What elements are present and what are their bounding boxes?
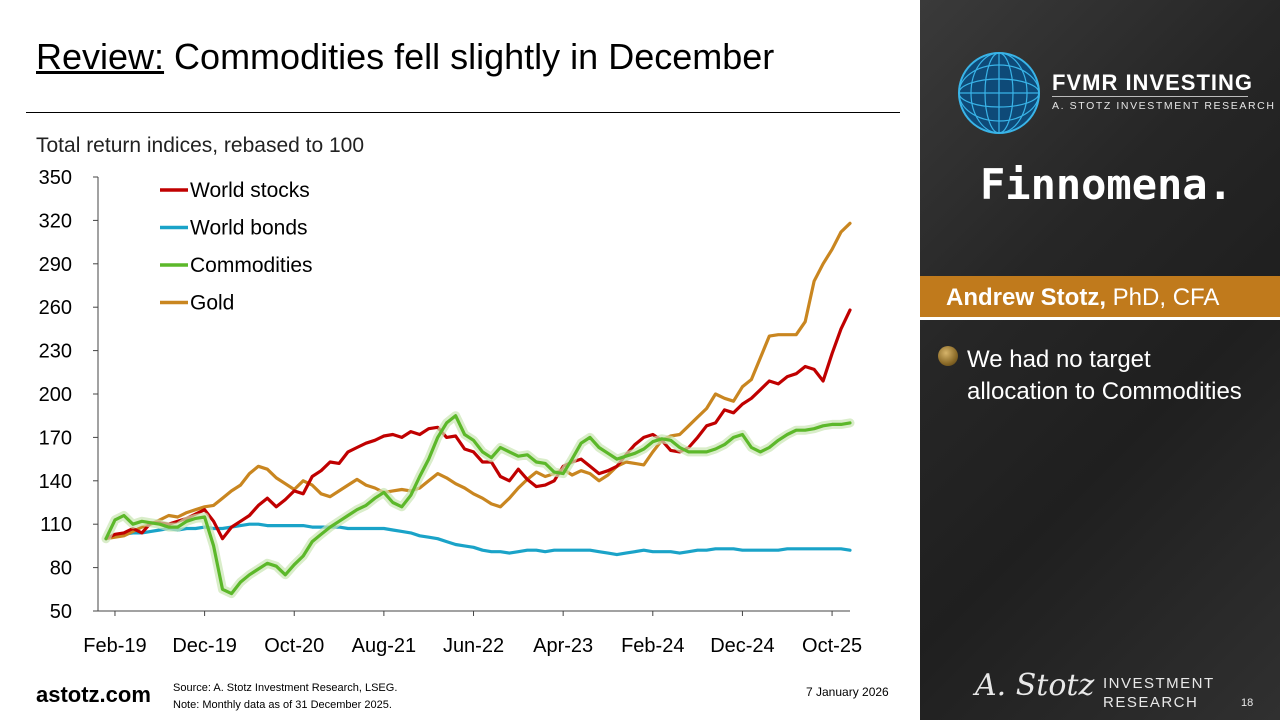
x-tick-label: Apr-23	[533, 635, 593, 657]
page-number: 18	[1241, 697, 1254, 709]
title-prefix: Review:	[36, 36, 165, 77]
y-tick-label: 200	[39, 384, 72, 406]
line-chart: Total return indices, rebased to 100 50 8…	[36, 134, 862, 657]
author-name: Andrew Stotz,	[946, 284, 1106, 311]
x-tick-label: Oct-25	[802, 635, 862, 657]
y-tick-label: 230	[39, 341, 72, 363]
brand-subtitle: A. STOTZ INVESTMENT RESEARCH	[1052, 100, 1276, 112]
globe-logo-icon	[958, 52, 1040, 134]
author-bar	[920, 276, 1280, 320]
research-line-1: INVESTMENT	[1103, 675, 1215, 692]
x-tick-label: Dec-19	[172, 635, 236, 657]
y-tick-label: 170	[39, 427, 72, 449]
x-tick-label: Jun-22	[443, 635, 504, 657]
research-label: INVESTMENT RESEARCH	[1103, 674, 1215, 712]
series-gold-line	[104, 221, 852, 541]
series-world-stocks-line	[104, 308, 852, 541]
research-line-2: RESEARCH	[1103, 694, 1199, 711]
y-tick-label: 290	[39, 254, 72, 276]
series-commodities-line	[104, 414, 852, 596]
chart-series	[101, 221, 855, 599]
x-tick-label: Dec-24	[710, 635, 774, 657]
y-tick-label: 110	[40, 514, 72, 536]
x-tick-label: Feb-19	[83, 635, 146, 657]
chart-title: Total return indices, rebased to 100	[36, 134, 364, 157]
legend-label: Commodities	[190, 254, 313, 277]
brand-name: FVMR INVESTING	[1052, 70, 1254, 95]
title-text: Commodities fell slightly in December	[164, 36, 775, 77]
x-tick-label: Feb-24	[621, 635, 684, 657]
bullet-text: We had no target allocation to Commoditi…	[967, 346, 1242, 405]
slide-title: Review: Commodities fell slightly in Dec…	[36, 36, 774, 78]
y-tick-label: 320	[39, 210, 72, 232]
bullet-icon	[938, 346, 958, 366]
source-note: Source: A. Stotz Investment Research, LS…	[173, 680, 397, 714]
x-tick-label: Aug-21	[352, 635, 417, 657]
author-title: PhD, CFA	[1106, 284, 1220, 311]
source-line: Source: A. Stotz Investment Research, LS…	[173, 682, 398, 694]
x-tick-label: Oct-20	[264, 635, 324, 657]
chart-legend: World stocks World bonds Commodities Gold	[160, 179, 313, 315]
legend-label: World stocks	[190, 179, 310, 202]
y-tick-label: 140	[39, 471, 72, 493]
author-credit: Andrew Stotz, PhD, CFA	[946, 284, 1219, 312]
y-tick-label: 350	[39, 167, 72, 189]
finnomena-logo: Finnomena.	[980, 160, 1233, 209]
legend-label: Gold	[190, 292, 234, 315]
chart-axes: 50 80 110 140 170 200 230 260 290 320 350 Feb-19 Dec…	[39, 167, 862, 657]
legend-label: World bonds	[190, 217, 308, 240]
slide-date: 7 January 2026	[806, 685, 889, 699]
y-tick-label: 260	[39, 297, 72, 319]
signature-logo: A. Stotz	[975, 668, 1095, 703]
title-divider	[26, 112, 900, 113]
brand-divider	[1052, 96, 1248, 97]
footer-site-link[interactable]: astotz.com	[36, 682, 151, 707]
note-line: Note: Monthly data as of 31 December 202…	[173, 699, 392, 711]
y-tick-label: 80	[50, 558, 72, 580]
y-tick-label: 50	[50, 601, 72, 623]
